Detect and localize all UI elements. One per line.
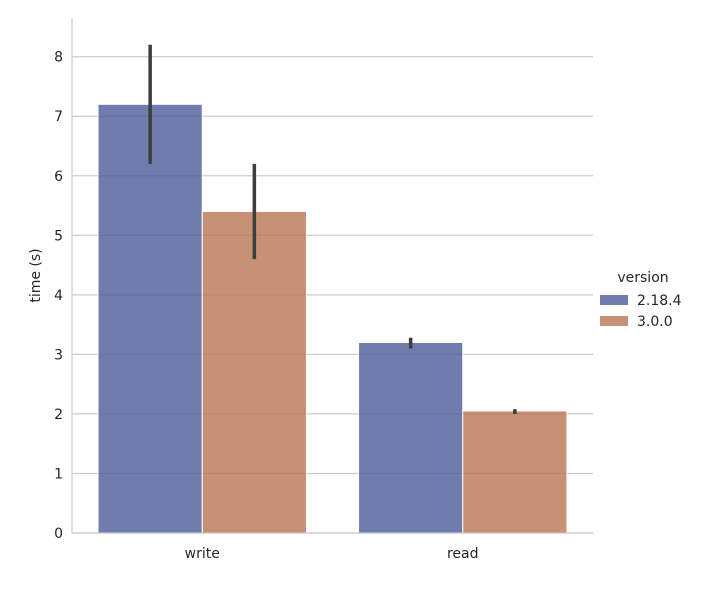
legend: version 2.18.4 3.0.0 bbox=[600, 270, 682, 330]
y-tick-label: 2 bbox=[54, 407, 63, 423]
bar bbox=[462, 410, 568, 534]
error-bars bbox=[148, 44, 517, 414]
x-tick-label: write bbox=[185, 546, 220, 562]
legend-label: 3.0.0 bbox=[637, 314, 673, 330]
y-tick-label: 1 bbox=[54, 466, 63, 482]
y-tick-label: 5 bbox=[54, 228, 63, 244]
legend-swatch bbox=[600, 295, 628, 305]
bar bbox=[201, 210, 307, 534]
x-tick-labels: write read bbox=[185, 546, 479, 562]
y-tick-label: 8 bbox=[54, 50, 63, 66]
bars bbox=[97, 103, 568, 534]
y-tick-label: 4 bbox=[54, 288, 63, 304]
y-tick-labels: 0 1 2 3 4 5 6 7 8 bbox=[54, 50, 63, 542]
y-axis-label: time (s) bbox=[28, 248, 44, 302]
y-tick-label: 6 bbox=[54, 169, 63, 185]
legend-title: version bbox=[617, 270, 668, 286]
y-tick-label: 7 bbox=[54, 109, 63, 125]
x-tick-label: read bbox=[447, 546, 479, 562]
bar bbox=[358, 341, 464, 534]
y-tick-label: 3 bbox=[54, 347, 63, 363]
y-tick-label: 0 bbox=[54, 526, 63, 542]
legend-swatch bbox=[600, 316, 628, 326]
bar bbox=[97, 103, 203, 534]
legend-label: 2.18.4 bbox=[637, 293, 682, 309]
